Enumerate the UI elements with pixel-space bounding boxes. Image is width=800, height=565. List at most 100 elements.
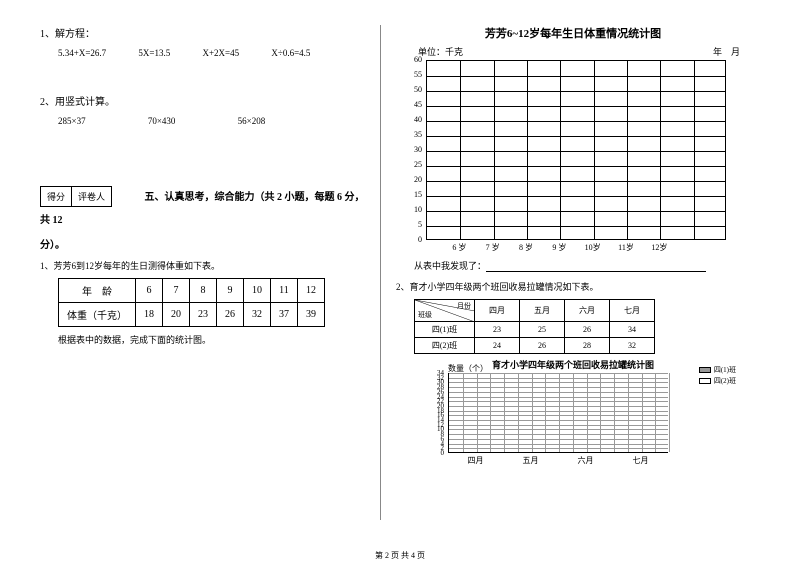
row-label: 四(1)班: [415, 322, 475, 338]
weight-table: 年 龄 6 7 8 9 10 11 12 体重（千克） 18 20 23 26 …: [58, 278, 325, 327]
blank-line: [486, 271, 706, 272]
table-cell: 23: [475, 322, 520, 338]
chart2-legend: 四(1)班 四(2)班: [699, 365, 736, 387]
table-row: 四(1)班 23 25 26 34: [415, 322, 655, 338]
table-cell: 26: [520, 338, 565, 354]
equation: 5.34+X=26.7: [58, 48, 106, 58]
chart1-ytick: 25: [396, 160, 422, 169]
score-label: 得分: [41, 187, 72, 206]
chart1-unit: 单位：千克: [418, 45, 463, 58]
chart1-ytick: 45: [396, 100, 422, 109]
table-cell: 25: [520, 322, 565, 338]
chart1-title: 芳芳6~12岁每年生日体重情况统计图: [396, 25, 750, 41]
legend-label: 四(2)班: [714, 376, 736, 386]
section-5-header: 得分 评卷人 五、认真思考，综合能力（共 2 小题，每题 6 分，共 12: [40, 186, 365, 226]
legend-item: 四(2)班: [699, 376, 736, 386]
chart1-ytick: 35: [396, 130, 422, 139]
chart1-xtick: 11岁: [618, 242, 634, 253]
diag-month: 月份: [457, 301, 471, 311]
chart1-observation: 从表中我发现了：: [396, 259, 750, 272]
cans-table: 月份 班级 四月 五月 六月 七月 四(1)班 23 25 26 34 四(2)…: [414, 299, 655, 354]
weight-chart: 051015202530354045505560 6 岁7 岁8 岁9 岁10岁…: [396, 60, 736, 255]
section-5-cont: 分）。: [40, 236, 365, 251]
legend-swatch-icon: [699, 367, 711, 373]
chart1-ytick: 60: [396, 55, 422, 64]
legend-label: 四(1)班: [714, 365, 736, 375]
right-column: 芳芳6~12岁每年生日体重情况统计图 单位：千克 年 月 05101520253…: [380, 25, 750, 520]
legend-swatch-icon: [699, 378, 711, 384]
table-cell: 26: [217, 303, 244, 327]
page-container: 1、解方程： 5.34+X=26.7 5X=13.5 X+2X=45 X÷0.6…: [0, 0, 800, 540]
table-cell: 37: [271, 303, 298, 327]
chart1-ytick: 40: [396, 115, 422, 124]
score-box: 得分 评卷人: [40, 186, 112, 207]
chart1-ytick: 10: [396, 205, 422, 214]
table-cell: 34: [610, 322, 655, 338]
table-header: 年 龄: [59, 279, 136, 303]
table-cell: 11: [271, 279, 298, 303]
chart2-xtick: 四月: [468, 455, 484, 466]
chart1-ytick: 20: [396, 175, 422, 184]
left-column: 1、解方程： 5.34+X=26.7 5X=13.5 X+2X=45 X÷0.6…: [40, 25, 380, 520]
table-cell: 9: [217, 279, 244, 303]
table-row: 月份 班级 四月 五月 六月 七月: [415, 300, 655, 322]
chart1-grid: [426, 60, 726, 240]
table-cell: 10: [244, 279, 271, 303]
chart1-ytick: 5: [396, 220, 422, 229]
chart2-grid: [448, 373, 668, 453]
row-label: 四(2)班: [415, 338, 475, 354]
cans-chart: 数量（个） 0246810121416182022242628303234 四月…: [426, 373, 686, 468]
table-cell: 12: [298, 279, 325, 303]
chart2-ytick: 34: [426, 369, 444, 377]
observation-prefix: 从表中我发现了：: [414, 261, 486, 271]
question-1-title: 1、解方程：: [40, 25, 365, 40]
grader-label: 评卷人: [72, 187, 111, 206]
chart2-xtick: 七月: [633, 455, 649, 466]
chart2-xtick: 六月: [578, 455, 594, 466]
chart1-xtick: 7 岁: [486, 242, 500, 253]
table-cell: 20: [163, 303, 190, 327]
chart1-ytick: 0: [396, 235, 422, 244]
table-cell: 23: [190, 303, 217, 327]
equation-row: 5.34+X=26.7 5X=13.5 X+2X=45 X÷0.6=4.5: [40, 48, 365, 58]
table-header: 六月: [565, 300, 610, 322]
table-row: 年 龄 6 7 8 9 10 11 12: [59, 279, 325, 303]
calc-item: 285×37: [58, 116, 86, 126]
chart2-xtick: 五月: [523, 455, 539, 466]
table-header: 七月: [610, 300, 655, 322]
chart1-ytick: 55: [396, 70, 422, 79]
table-cell: 8: [190, 279, 217, 303]
table-header: 四月: [475, 300, 520, 322]
calc-row: 285×37 70×430 56×208: [40, 116, 365, 126]
chart2-wrap: 数量（个） 0246810121416182022242628303234 四月…: [396, 373, 750, 468]
question-2-title: 2、用竖式计算。: [40, 93, 365, 108]
table-header: 五月: [520, 300, 565, 322]
table-cell: 32: [610, 338, 655, 354]
equation: X+2X=45: [202, 48, 239, 58]
table-cell: 39: [298, 303, 325, 327]
equation: 5X=13.5: [138, 48, 170, 58]
table-cell: 32: [244, 303, 271, 327]
diag-class: 班级: [418, 310, 432, 320]
chart1-xtick: 10岁: [585, 242, 601, 253]
table-row: 体重（千克） 18 20 23 26 32 37 39: [59, 303, 325, 327]
chart1-xtick: 12岁: [651, 242, 667, 253]
calc-item: 56×208: [238, 116, 266, 126]
chart1-xtick: 6 岁: [452, 242, 466, 253]
subquestion-1: 1、芳芳6到12岁每年的生日测得体重如下表。: [40, 259, 365, 272]
legend-item: 四(1)班: [699, 365, 736, 375]
table-cell: 26: [565, 322, 610, 338]
table-cell: 18: [136, 303, 163, 327]
chart1-xtick: 8 岁: [519, 242, 533, 253]
diagonal-header: 月份 班级: [415, 300, 475, 322]
page-footer: 第 2 页 共 4 页: [0, 550, 800, 561]
subquestion-2: 2、育才小学四年级两个班回收易拉罐情况如下表。: [396, 280, 750, 293]
chart1-xtick: 9 岁: [552, 242, 566, 253]
table-cell: 7: [163, 279, 190, 303]
table-cell: 28: [565, 338, 610, 354]
chart1-ytick: 15: [396, 190, 422, 199]
chart1-ytick: 50: [396, 85, 422, 94]
chart1-ytick: 30: [396, 145, 422, 154]
table-cell: 6: [136, 279, 163, 303]
table-row: 四(2)班 24 26 28 32: [415, 338, 655, 354]
